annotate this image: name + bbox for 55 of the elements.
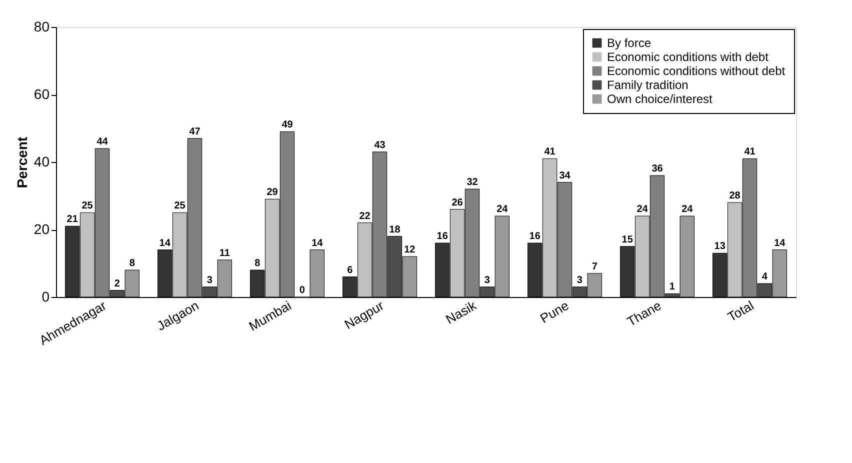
data-label: 3 (206, 274, 213, 286)
legend-label: By force (607, 36, 652, 50)
x-tick-label: Total (724, 298, 756, 324)
data-label: 21 (66, 214, 78, 226)
data-label: 7 (592, 261, 598, 272)
data-label: 41 (744, 146, 756, 158)
data-label: 24 (496, 204, 508, 215)
data-label: 14 (312, 238, 324, 249)
data-label: 47 (189, 126, 201, 138)
data-label: 36 (652, 164, 664, 174)
data-label: 49 (282, 120, 294, 131)
legend-label: Own choice/interest (607, 92, 714, 106)
data-label: 43 (374, 140, 386, 151)
x-tick-label: Thane (624, 298, 664, 330)
data-label: 34 (559, 170, 571, 182)
data-label: 16 (529, 231, 541, 242)
data-label: 3 (484, 274, 490, 286)
x-tick-label: Pune (537, 298, 572, 326)
data-label: 1 (669, 282, 676, 293)
data-label: 25 (82, 200, 94, 212)
data-label: 44 (96, 136, 108, 148)
data-label: 41 (544, 146, 556, 158)
data-label: 0 (299, 285, 306, 296)
data-label: 2 (114, 278, 120, 290)
data-label: 3 (576, 274, 583, 286)
y-tick-label: 80 (34, 18, 50, 34)
data-label: 8 (254, 258, 261, 269)
y-tick-label: 20 (34, 221, 50, 237)
x-tick-label: Nasik (443, 298, 480, 328)
legend-label: Family tradition (607, 78, 688, 92)
y-tick-label: 60 (34, 86, 50, 102)
data-label: 22 (359, 210, 371, 222)
y-tick-label: 40 (34, 154, 50, 170)
data-label: 26 (452, 197, 464, 208)
data-label: 12 (404, 244, 416, 256)
data-label: 14 (774, 238, 786, 249)
data-label: 15 (622, 234, 634, 246)
data-label: 24 (682, 204, 694, 215)
data-label: 28 (729, 190, 741, 202)
y-axis-title: Percent (14, 136, 30, 188)
data-label: 24 (636, 204, 648, 215)
data-label: 6 (347, 264, 354, 276)
data-label: 29 (266, 187, 278, 198)
data-label: 4 (762, 272, 768, 282)
data-label: 13 (714, 241, 726, 252)
data-label: 32 (466, 177, 478, 188)
legend-label: Economic conditions without debt (607, 64, 786, 78)
legend-label: Economic conditions with debt (607, 50, 770, 64)
y-tick-label: 0 (42, 288, 50, 304)
data-label: 18 (389, 224, 401, 236)
data-label: 14 (159, 238, 171, 249)
data-label: 16 (436, 231, 448, 242)
data-label: 25 (174, 200, 186, 212)
data-label: 8 (129, 258, 136, 269)
data-label: 11 (219, 248, 230, 259)
